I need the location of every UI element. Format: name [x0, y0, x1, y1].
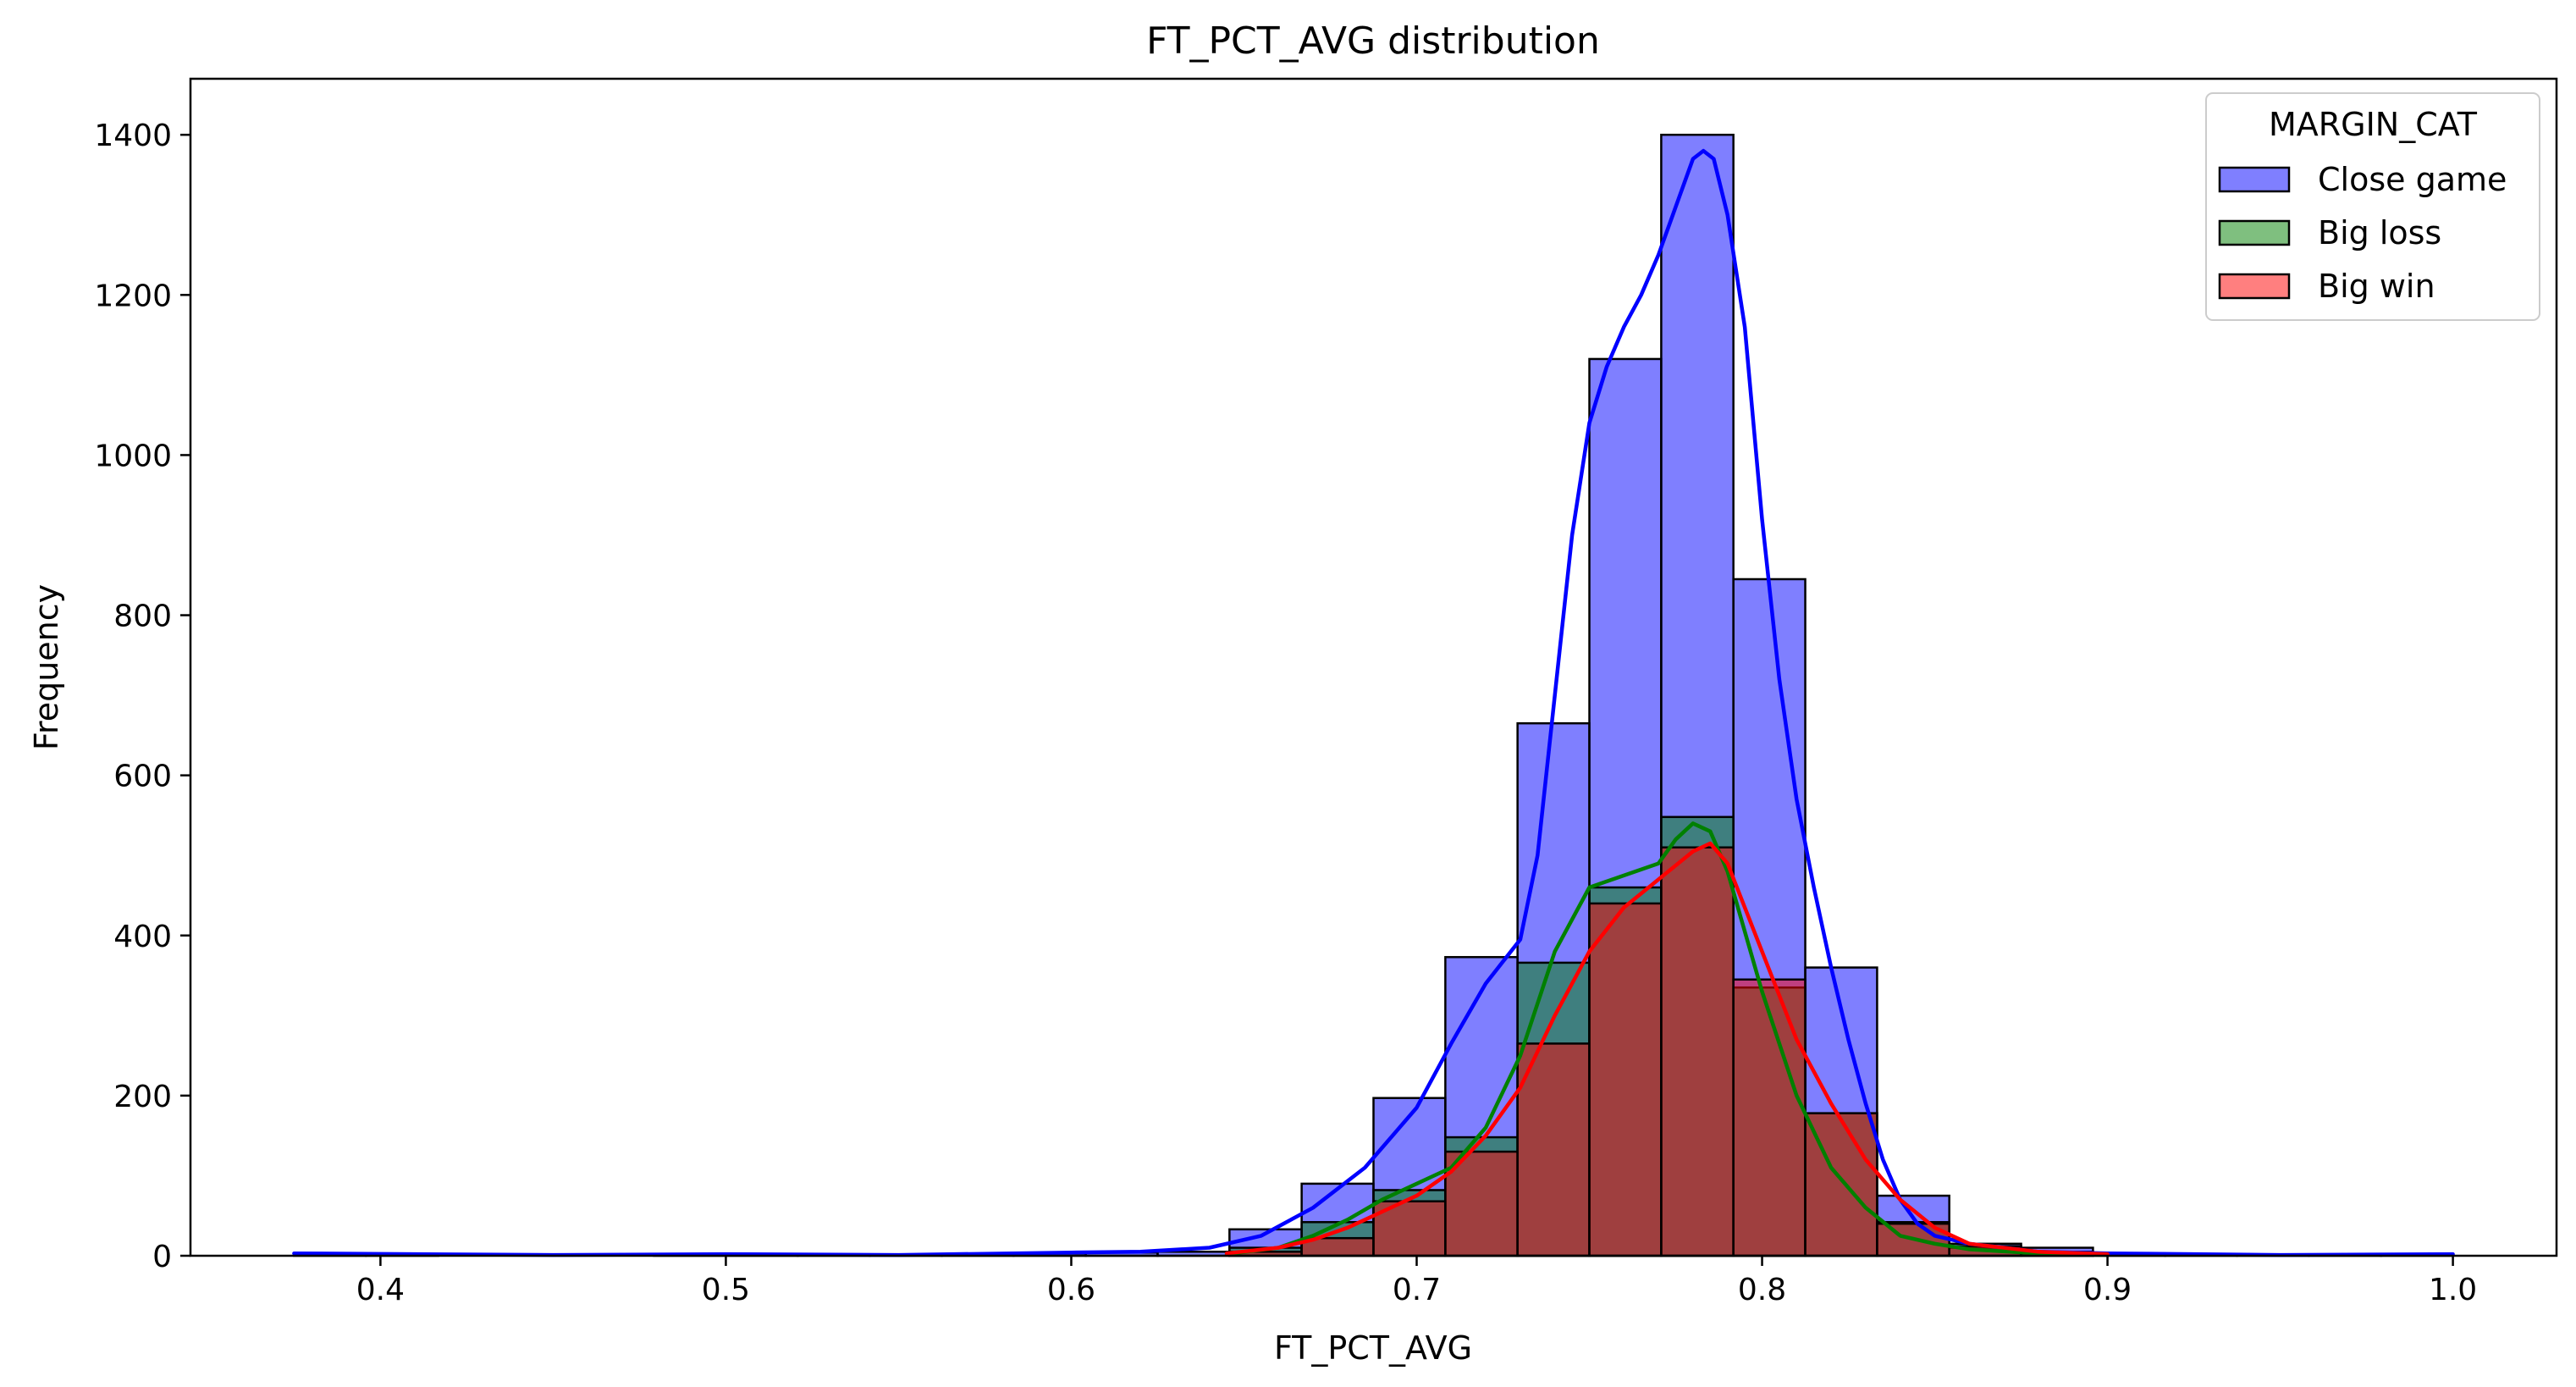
x-tick-label: 0.6 — [1047, 1273, 1095, 1307]
y-tick-label: 0 — [152, 1240, 172, 1274]
x-tick-label: 0.7 — [1393, 1273, 1441, 1307]
x-tick-label: 0.8 — [1738, 1273, 1786, 1307]
kde-line — [292, 148, 2455, 1257]
y-axis: 0 200 400 600 800 1000 1200 1400 — [94, 119, 190, 1274]
histogram-bar — [1732, 978, 1807, 1257]
legend-swatch — [2218, 219, 2291, 246]
kde-line — [1224, 841, 2110, 1257]
y-tick-label: 1400 — [94, 119, 172, 153]
x-axis-label: FT_PCT_AVG — [1274, 1329, 1472, 1367]
histogram-bar — [1516, 1042, 1591, 1257]
y-tick-label: 600 — [113, 760, 172, 794]
kde-curves — [292, 148, 2455, 1257]
y-tick-label: 400 — [113, 920, 172, 954]
histogram-bars — [293, 133, 2454, 1257]
legend-title: MARGIN_CAT — [2269, 106, 2478, 143]
y-axis-label: Frequency — [28, 584, 65, 750]
x-tick-label: 1.0 — [2429, 1273, 2477, 1307]
plot-area-frame — [189, 77, 2558, 1257]
legend-label: Close game — [2318, 161, 2507, 198]
legend-label: Big loss — [2318, 214, 2441, 251]
kde-line — [1224, 821, 2110, 1257]
y-tick-label: 1200 — [94, 279, 172, 313]
legend-box — [2205, 92, 2540, 321]
y-tick-label: 1000 — [94, 439, 172, 473]
legend-label: Big win — [2318, 268, 2435, 305]
chart-title: FT_PCT_AVG distribution — [1146, 19, 1600, 63]
histogram-bar — [1660, 846, 1735, 1257]
x-axis: 0.4 0.5 0.6 0.7 0.8 0.9 1.0 — [356, 1256, 2477, 1307]
legend-swatch — [2218, 166, 2291, 193]
y-tick-label: 800 — [113, 600, 172, 634]
x-tick-label: 0.5 — [702, 1273, 750, 1307]
x-tick-label: 0.4 — [356, 1273, 405, 1307]
legend: MARGIN_CAT Close game Big loss Big win — [2205, 92, 2540, 321]
histogram-bar — [1588, 902, 1663, 1257]
legend-swatch — [2218, 273, 2291, 300]
histogram-bar — [1444, 1150, 1519, 1257]
x-tick-label: 0.9 — [2083, 1273, 2132, 1307]
y-tick-label: 200 — [113, 1080, 172, 1114]
